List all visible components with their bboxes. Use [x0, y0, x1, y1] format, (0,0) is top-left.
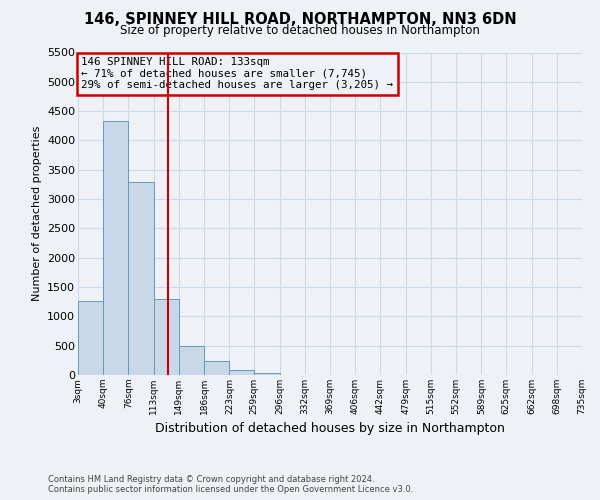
Bar [254, 372, 280, 375]
Text: 146 SPINNEY HILL ROAD: 133sqm
← 71% of detached houses are smaller (7,745)
29% o: 146 SPINNEY HILL ROAD: 133sqm ← 71% of d… [82, 57, 394, 90]
Bar [78, 300, 103, 375]
Bar [179, 346, 204, 375]
Bar [229, 370, 254, 375]
X-axis label: Distribution of detached houses by size in Northampton: Distribution of detached houses by size … [155, 422, 505, 436]
Text: 146, SPINNEY HILL ROAD, NORTHAMPTON, NN3 6DN: 146, SPINNEY HILL ROAD, NORTHAMPTON, NN3… [83, 12, 517, 28]
Text: Size of property relative to detached houses in Northampton: Size of property relative to detached ho… [120, 24, 480, 37]
Bar [103, 121, 128, 375]
Bar [154, 300, 179, 375]
Text: Contains HM Land Registry data © Crown copyright and database right 2024.
Contai: Contains HM Land Registry data © Crown c… [48, 474, 413, 494]
Y-axis label: Number of detached properties: Number of detached properties [32, 126, 41, 302]
Bar [128, 182, 154, 375]
Bar [204, 361, 229, 375]
